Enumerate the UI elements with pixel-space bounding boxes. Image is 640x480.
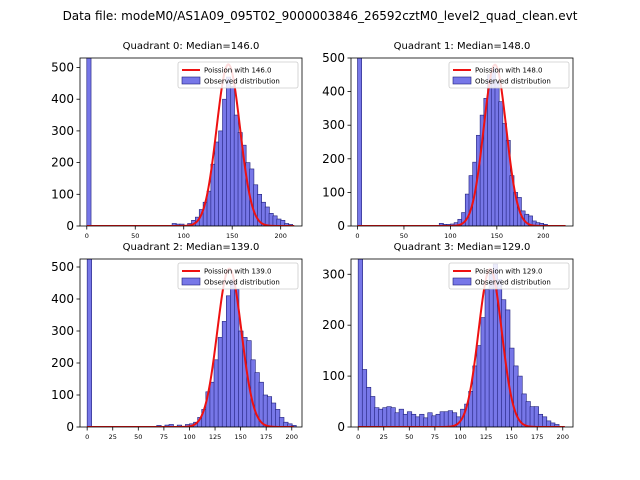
axes-frame [350, 258, 574, 428]
y-tick-label: 300 [51, 324, 74, 338]
axes-frame [79, 258, 303, 428]
x-tick-label: 75 [160, 433, 168, 441]
x-tick-label: 50 [134, 433, 142, 441]
x-tick-label: 175 [260, 433, 272, 441]
histogram-bar [86, 58, 92, 226]
legend-bar-swatch [181, 76, 201, 85]
legend-label-poisson: Poission with 146.0 [204, 67, 272, 75]
legend-label-observed: Observed distribution [204, 279, 280, 287]
subplot-quadrant-2: Quadrant 2: Median=139.00100200300400500… [51, 242, 303, 441]
figure-title: Data file: modeM0/AS1A09_095T02_90000038… [63, 9, 578, 23]
y-tick-label: 100 [51, 187, 74, 201]
x-tick-label: 100 [444, 232, 456, 240]
y-tick-label: 0 [337, 219, 345, 233]
legend-label-observed: Observed distribution [475, 78, 551, 86]
y-tick-label: 100 [322, 185, 345, 199]
subplot-quadrant-3: Quadrant 3: Median=129.0 0 100 200 300 0 25 50 7… [322, 242, 574, 441]
y-tick-label: 300 [322, 118, 345, 132]
x-tick-label: 150 [226, 232, 238, 240]
x-tick-label: 200 [557, 433, 569, 441]
subplot-title: Quadrant 3: Median=129.0 [394, 242, 531, 253]
legend-box [177, 262, 299, 290]
legend-label-observed: Observed distribution [204, 78, 280, 86]
legend-box [448, 262, 570, 290]
axes-frame [350, 57, 574, 227]
legend-label-poisson: Poission with 129.0 [475, 268, 543, 276]
x-tick-label: 0 [85, 433, 89, 441]
x-tick-label: 25 [109, 433, 117, 441]
legend-label-poisson: Poission with 148.0 [475, 67, 543, 75]
x-tick-label: 0 [356, 433, 360, 441]
y-tick-label: 100 [51, 388, 74, 402]
x-tick-label: 25 [380, 433, 388, 441]
x-tick-label: 100 [183, 433, 195, 441]
histogram-bar [280, 219, 286, 226]
x-tick-label: 200 [274, 232, 286, 240]
histogram-bar [357, 259, 363, 427]
plot-area [357, 259, 565, 427]
y-tick-label: 0 [66, 219, 74, 233]
plot-area [86, 58, 295, 226]
x-tick-label: 150 [491, 232, 503, 240]
histogram-bar [554, 424, 560, 427]
legend-label-observed: Observed distribution [475, 279, 551, 287]
legend-bar-swatch [181, 277, 201, 286]
legend-bar-swatch [452, 277, 472, 286]
x-tick-label: 150 [234, 433, 246, 441]
y-tick-label: 500 [51, 61, 74, 75]
x-tick-label: 0 [355, 232, 359, 240]
x-tick-label: 125 [209, 433, 221, 441]
plot-area [357, 58, 566, 226]
x-tick-label: 200 [286, 433, 298, 441]
x-tick-label: 50 [131, 232, 139, 240]
subplot-quadrant-1: Quadrant 1: Median=148.00100200300400500… [322, 41, 574, 240]
x-tick-label: 125 [480, 433, 492, 441]
poisson-curve [86, 63, 295, 226]
subplot-quadrant-0: Quadrant 0: Median=146.00100200300400500… [51, 41, 303, 240]
x-tick-label: 50 [405, 433, 413, 441]
y-tick-label: 0 [337, 420, 345, 434]
x-tick-label: 150 [505, 433, 517, 441]
histogram-bar [86, 259, 92, 427]
legend-box [448, 61, 570, 89]
histogram-bar [168, 424, 174, 427]
x-tick-label: 50 [400, 232, 408, 240]
y-tick-label: 400 [51, 292, 74, 306]
y-tick-label: 300 [322, 267, 345, 281]
y-tick-label: 300 [51, 124, 74, 138]
x-tick-label: 100 [454, 433, 466, 441]
y-tick-label: 0 [66, 420, 74, 434]
x-tick-label: 0 [85, 232, 89, 240]
y-tick-label: 400 [322, 85, 345, 99]
y-tick-label: 400 [51, 92, 74, 106]
axes-frame [79, 57, 303, 227]
poisson-curve [87, 267, 294, 427]
y-tick-label: 200 [51, 356, 74, 370]
x-tick-label: 200 [537, 232, 549, 240]
legend-box [177, 61, 299, 89]
x-tick-label: 175 [531, 433, 543, 441]
x-tick-label: 75 [431, 433, 439, 441]
legend-bar-swatch [452, 76, 472, 85]
y-tick-label: 100 [322, 369, 345, 383]
y-tick-label: 500 [51, 260, 74, 274]
histogram-bar [357, 58, 362, 226]
x-tick-label: 100 [178, 232, 190, 240]
y-tick-label: 200 [322, 152, 345, 166]
y-tick-label: 500 [322, 51, 345, 65]
y-tick-label: 200 [51, 156, 74, 170]
subplot-title: Quadrant 1: Median=148.0 [394, 41, 531, 52]
subplot-title: Quadrant 0: Median=146.0 [123, 41, 260, 52]
subplot-title: Quadrant 2: Median=139.0 [123, 242, 260, 253]
legend-label-poisson: Poission with 139.0 [204, 268, 272, 276]
y-tick-label: 200 [322, 318, 345, 332]
poisson-curve [357, 63, 566, 226]
